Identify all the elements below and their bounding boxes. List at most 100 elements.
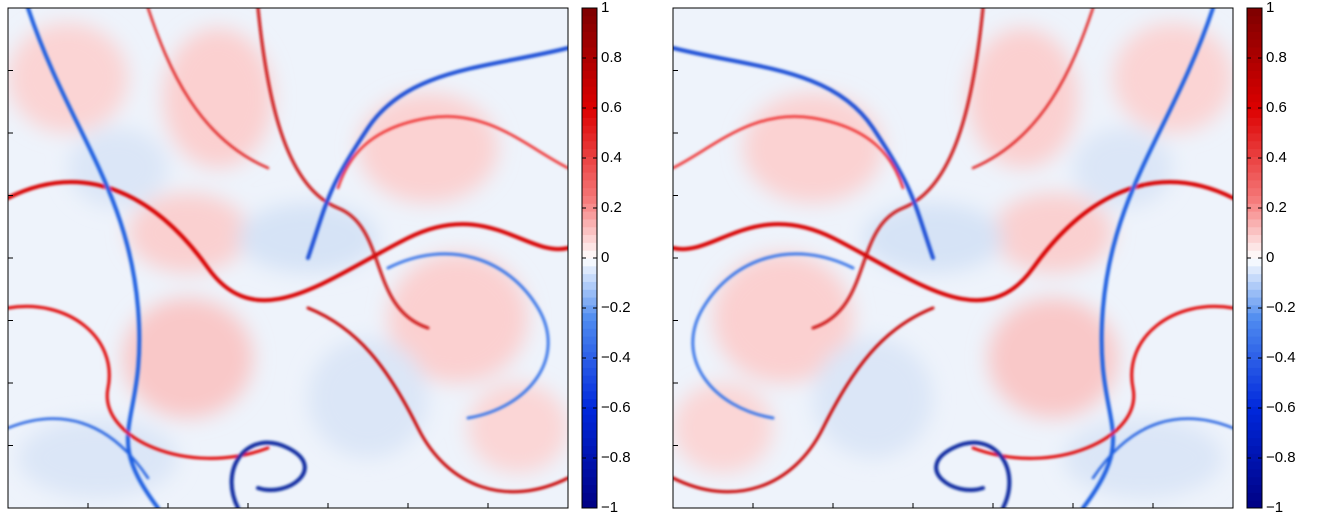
colorbar-swatch [582,148,597,157]
colorbar-swatch [1247,476,1262,486]
colorbar-swatch [1247,492,1262,501]
colorbar-swatch [1247,242,1262,251]
colorbar-tick-label: −0.4 [1266,349,1296,366]
colorbar-swatch [582,476,597,486]
colorbar-swatch [582,62,597,71]
field-image [8,8,568,508]
colorbar-tick-label: 1 [601,0,609,16]
colorbar-swatch [582,461,597,470]
colorbar-swatch [582,250,597,259]
colorbar-swatch [582,133,597,142]
colorbar-swatch [582,453,597,462]
colorbar-tick-label: 0.4 [1266,149,1287,166]
colorbar-swatch [1247,304,1262,314]
colorbar-swatch [1247,320,1262,329]
colorbar-swatch [1247,250,1262,259]
colorbar-swatch [582,54,597,64]
colorbar-tick-label: 0.8 [601,49,622,66]
colorbar-swatch [1247,226,1262,236]
colorbar-tick-label: 1 [1266,0,1274,16]
colorbar-swatch [1247,218,1262,228]
colorbar-swatch [582,445,597,454]
colorbar-swatch [582,328,597,337]
colorbar-swatch [1247,398,1262,407]
colorbar-swatch [1247,31,1262,40]
colorbar-swatch [582,484,597,493]
colorbar-swatch [1247,437,1262,446]
colorbar-swatch [582,273,597,282]
colorbar-swatch [1247,351,1262,361]
colorbar-swatch [582,265,597,275]
colorbar-swatch [1247,445,1262,454]
colorbar-swatch [582,289,597,298]
colorbar-swatch [582,117,597,126]
colorbar-swatch [582,172,597,181]
colorbar-swatch [1247,273,1262,282]
colorbar-swatch [1247,414,1262,423]
colorbar-tick-label: −0.8 [601,449,631,466]
colorbar-swatch [582,375,597,384]
colorbar-tick-label: −0.2 [1266,299,1296,316]
colorbar-swatch [1247,195,1262,204]
colorbar-swatch [1247,117,1262,126]
colorbar-swatch [582,297,597,306]
colorbar-swatch [1247,109,1262,118]
colorbar-swatch [1247,164,1262,173]
colorbar-swatch [1247,203,1262,212]
colorbar-swatch [1247,54,1262,64]
colorbar-swatch [582,312,597,321]
colorbar-swatch [582,398,597,407]
colorbar-swatch [1247,375,1262,384]
colorbar-tick-label: −0.8 [1266,449,1296,466]
colorbar-tick-label: −0.4 [601,349,631,366]
colorbar-swatch [582,367,597,376]
colorbar-swatch [1247,367,1262,376]
colorbar-swatch [1247,39,1262,48]
colorbar-swatch [1247,468,1262,478]
colorbar-swatch [582,23,597,32]
colorbar-tick-label: 0.8 [1266,49,1287,66]
colorbar-swatch [582,203,597,212]
colorbar-swatch [582,281,597,290]
colorbar-swatch [582,140,597,150]
colorbar-swatch [582,109,597,118]
colorbar-swatch [582,8,597,17]
colorbar-swatch [1247,23,1262,32]
colorbar-swatch [582,47,597,56]
colorbar-tick-label: 0 [601,249,609,266]
colorbar-swatch [582,437,597,446]
colorbar-swatch [1247,258,1262,267]
colorbar-swatch [582,234,597,243]
colorbar-swatch [582,226,597,236]
colorbar-swatch [1247,461,1262,470]
colorbar-swatch [1247,406,1262,415]
colorbar-swatch [582,359,597,368]
colorbar-swatch [582,429,597,439]
colorbar-swatch [582,414,597,423]
colorbar-swatch [582,320,597,329]
colorbar-swatch [1247,156,1262,165]
colorbar-swatch [1247,8,1262,17]
colorbar-swatch [582,406,597,415]
colorbar-swatch [582,258,597,267]
colorbar-swatch [1247,328,1262,337]
colorbar-tick-label: −0.6 [601,399,631,416]
colorbar-swatch [1247,336,1262,345]
colorbar-swatch [1247,86,1262,95]
colorbar-tick-label: 0.2 [1266,199,1287,216]
colorbar-swatch [582,195,597,204]
colorbar-swatch [582,70,597,79]
colorbar-swatch [582,500,597,509]
colorbar-swatch [582,211,597,220]
colorbar-swatch [582,164,597,173]
colorbar-swatch [1247,359,1262,368]
colorbar-swatch [1247,429,1262,439]
colorbar-swatch [1247,125,1262,134]
colorbar-tick-label: 0.6 [601,99,622,116]
colorbar-swatch [582,390,597,400]
colorbar-swatch [582,39,597,48]
colorbar-swatch [582,78,597,87]
colorbar-swatch [1247,187,1262,196]
colorbar-swatch [1247,133,1262,142]
colorbar-swatch [582,86,597,95]
